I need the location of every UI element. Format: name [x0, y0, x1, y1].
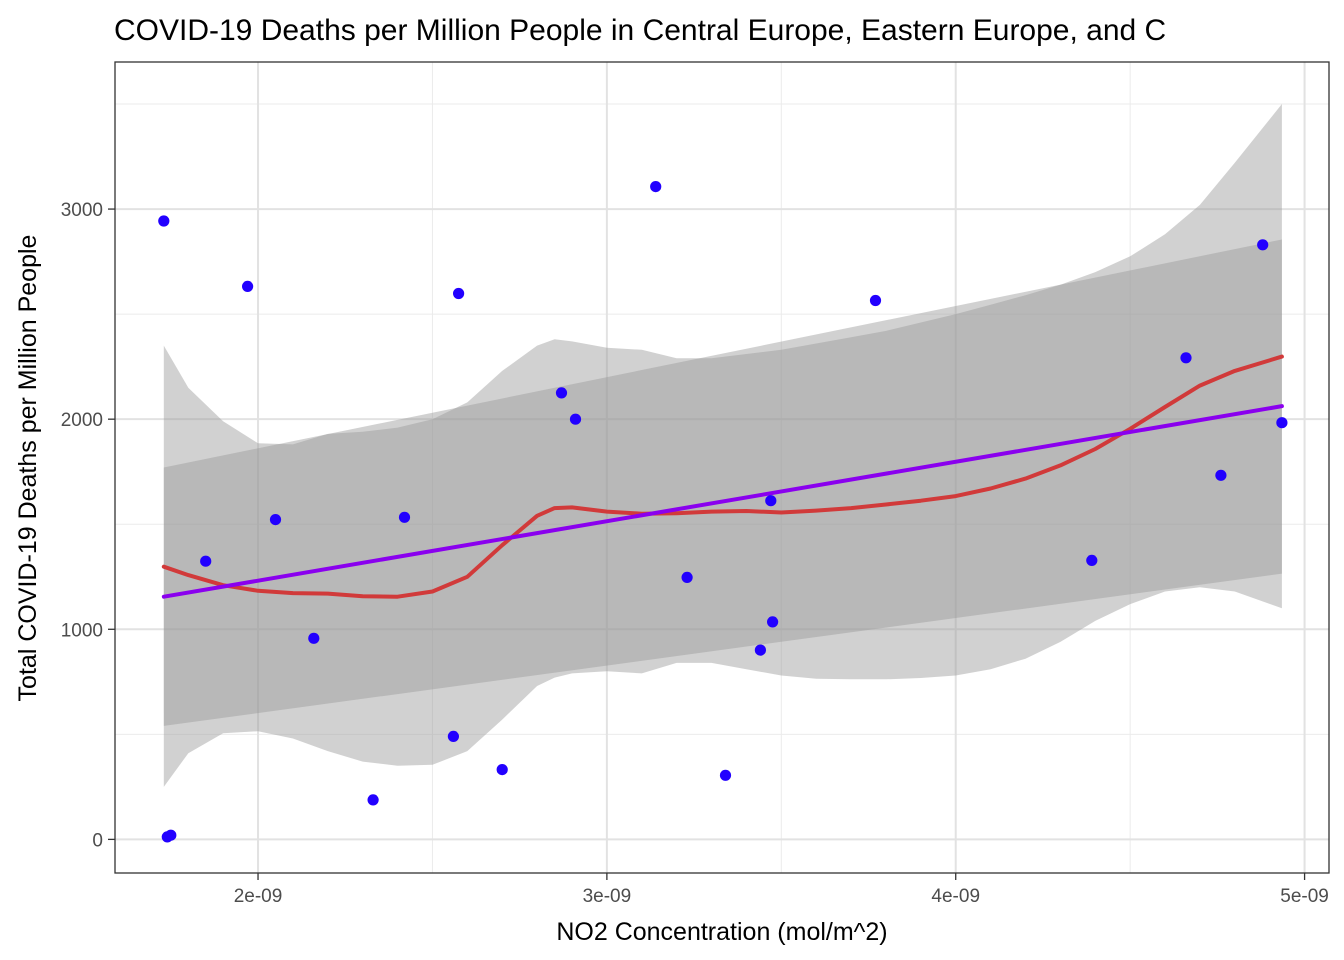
data-point — [767, 616, 779, 628]
y-tick-label: 3000 — [61, 200, 103, 221]
data-point — [1180, 352, 1192, 364]
confidence-bands — [163, 104, 1282, 787]
data-point — [650, 181, 662, 193]
y-tick-label: 1000 — [61, 620, 103, 641]
data-point — [242, 280, 254, 292]
x-tick-label: 4e-09 — [931, 886, 980, 907]
y-axis-label: Total COVID-19 Deaths per Million People — [14, 235, 42, 702]
minor-gridlines — [115, 62, 1329, 873]
loess-confidence-band — [163, 104, 1282, 787]
x-tick-label: 5e-09 — [1280, 886, 1329, 907]
linear-confidence-band — [163, 239, 1282, 726]
data-point — [1257, 239, 1269, 251]
plot-panel — [115, 62, 1329, 873]
data-point — [269, 514, 282, 526]
data-point — [555, 387, 568, 399]
data-point — [754, 644, 767, 656]
chart-title: COVID-19 Deaths per Million People in Ce… — [114, 14, 1166, 47]
y-tick-label: 0 — [92, 830, 103, 851]
data-point — [158, 215, 170, 227]
data-point — [569, 413, 582, 425]
x-tick-label: 3e-09 — [583, 886, 632, 907]
data-point — [681, 571, 693, 584]
data-point — [1086, 554, 1098, 567]
data-point — [1215, 469, 1227, 481]
data-point — [447, 730, 459, 743]
linear-fit-line — [161, 404, 1284, 599]
data-point — [1276, 417, 1288, 429]
plot-border — [114, 61, 1330, 874]
data-point — [165, 829, 177, 841]
fit-lines — [161, 354, 1284, 599]
data-point — [765, 495, 777, 507]
y-tick-label: 2000 — [61, 410, 103, 431]
major-gridlines — [115, 62, 1329, 873]
data-point — [496, 764, 508, 776]
x-axis-label: NO2 Concentration (mol/m^2) — [556, 918, 887, 946]
y-axis: 0 1000 2000 3000 — [61, 200, 115, 851]
x-tick-label: 2e-09 — [234, 886, 283, 907]
data-point — [200, 555, 212, 567]
data-point — [308, 632, 320, 644]
data-point — [719, 769, 732, 781]
data-point — [367, 794, 379, 806]
data-point — [398, 511, 411, 523]
data-point — [869, 294, 882, 307]
data-points — [158, 181, 1288, 843]
data-point — [453, 287, 465, 300]
x-axis: 2e-09 3e-09 4e-09 5e-09 — [234, 873, 1329, 907]
loess-fit-line — [161, 354, 1284, 599]
